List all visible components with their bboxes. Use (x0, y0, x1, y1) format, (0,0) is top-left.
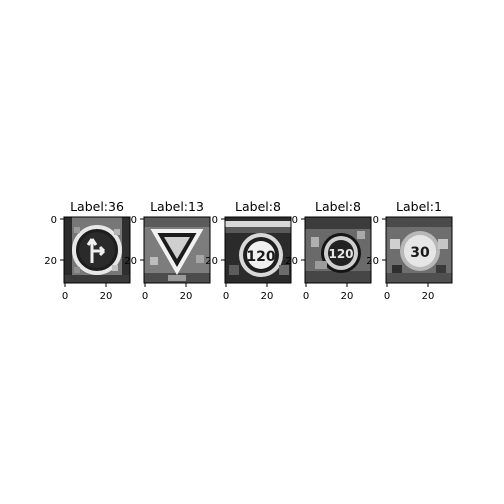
image-texture (144, 217, 210, 283)
x-tick-label: 0 (142, 291, 148, 302)
x-tick-label: 20 (341, 291, 354, 302)
sign-digits: 120 (328, 247, 353, 261)
x-tick-label: 20 (261, 291, 274, 302)
x-axis: 0 20 (303, 283, 354, 302)
x-tick-label: 20 (180, 291, 193, 302)
y-axis: 0 20 (285, 215, 305, 267)
subplot-title: Label:13 (150, 199, 204, 214)
y-tick-label: 0 (212, 215, 218, 226)
y-tick-label: 20 (44, 256, 57, 267)
x-axis: 0 20 (142, 283, 193, 302)
image-axes: 30 0 20 0 20 (366, 215, 453, 302)
y-tick-label: 20 (285, 256, 298, 267)
y-tick-label: 20 (205, 256, 218, 267)
y-axis: 0 20 (366, 215, 386, 267)
subplot-3: Label:8 120 0 20 0 (205, 199, 292, 302)
subplot-title: Label:1 (396, 199, 442, 214)
subplot-title: Label:36 (70, 199, 124, 214)
subplot-1: Label:36 0 (44, 199, 131, 302)
x-tick-label: 0 (384, 291, 390, 302)
image-axes: 0 20 0 20 (44, 215, 131, 302)
y-tick-label: 20 (366, 256, 379, 267)
y-tick-label: 0 (292, 215, 298, 226)
image-texture: 120 (225, 217, 291, 283)
image-axes: 120 0 20 0 20 (205, 215, 292, 302)
image-texture: 120 (305, 217, 371, 283)
y-axis: 0 20 (44, 215, 64, 267)
y-tick-label: 0 (51, 215, 57, 226)
x-tick-label: 0 (303, 291, 309, 302)
subplot-title: Label:8 (315, 199, 361, 214)
x-tick-label: 20 (100, 291, 113, 302)
x-axis: 0 20 (223, 283, 274, 302)
image-texture (64, 217, 130, 283)
subplot-2: Label:13 0 20 0 (124, 199, 211, 302)
subplot-5: Label:1 30 0 20 (366, 199, 453, 302)
x-axis: 0 20 (62, 283, 113, 302)
subplot-title: Label:8 (235, 199, 281, 214)
image-axes: 120 0 20 0 20 (285, 215, 372, 302)
x-axis: 0 20 (384, 283, 435, 302)
subplot-4: Label:8 120 0 20 (285, 199, 372, 302)
y-tick-label: 0 (373, 215, 379, 226)
image-axes: 0 20 0 20 (124, 215, 211, 302)
sign-digits: 30 (410, 245, 430, 261)
image-texture: 30 (386, 217, 452, 283)
sign-digits: 120 (246, 249, 275, 265)
y-tick-label: 20 (124, 256, 137, 267)
y-axis: 0 20 (124, 215, 144, 267)
y-axis: 0 20 (205, 215, 225, 267)
x-tick-label: 0 (62, 291, 68, 302)
y-tick-label: 0 (131, 215, 137, 226)
x-tick-label: 20 (422, 291, 435, 302)
x-tick-label: 0 (223, 291, 229, 302)
